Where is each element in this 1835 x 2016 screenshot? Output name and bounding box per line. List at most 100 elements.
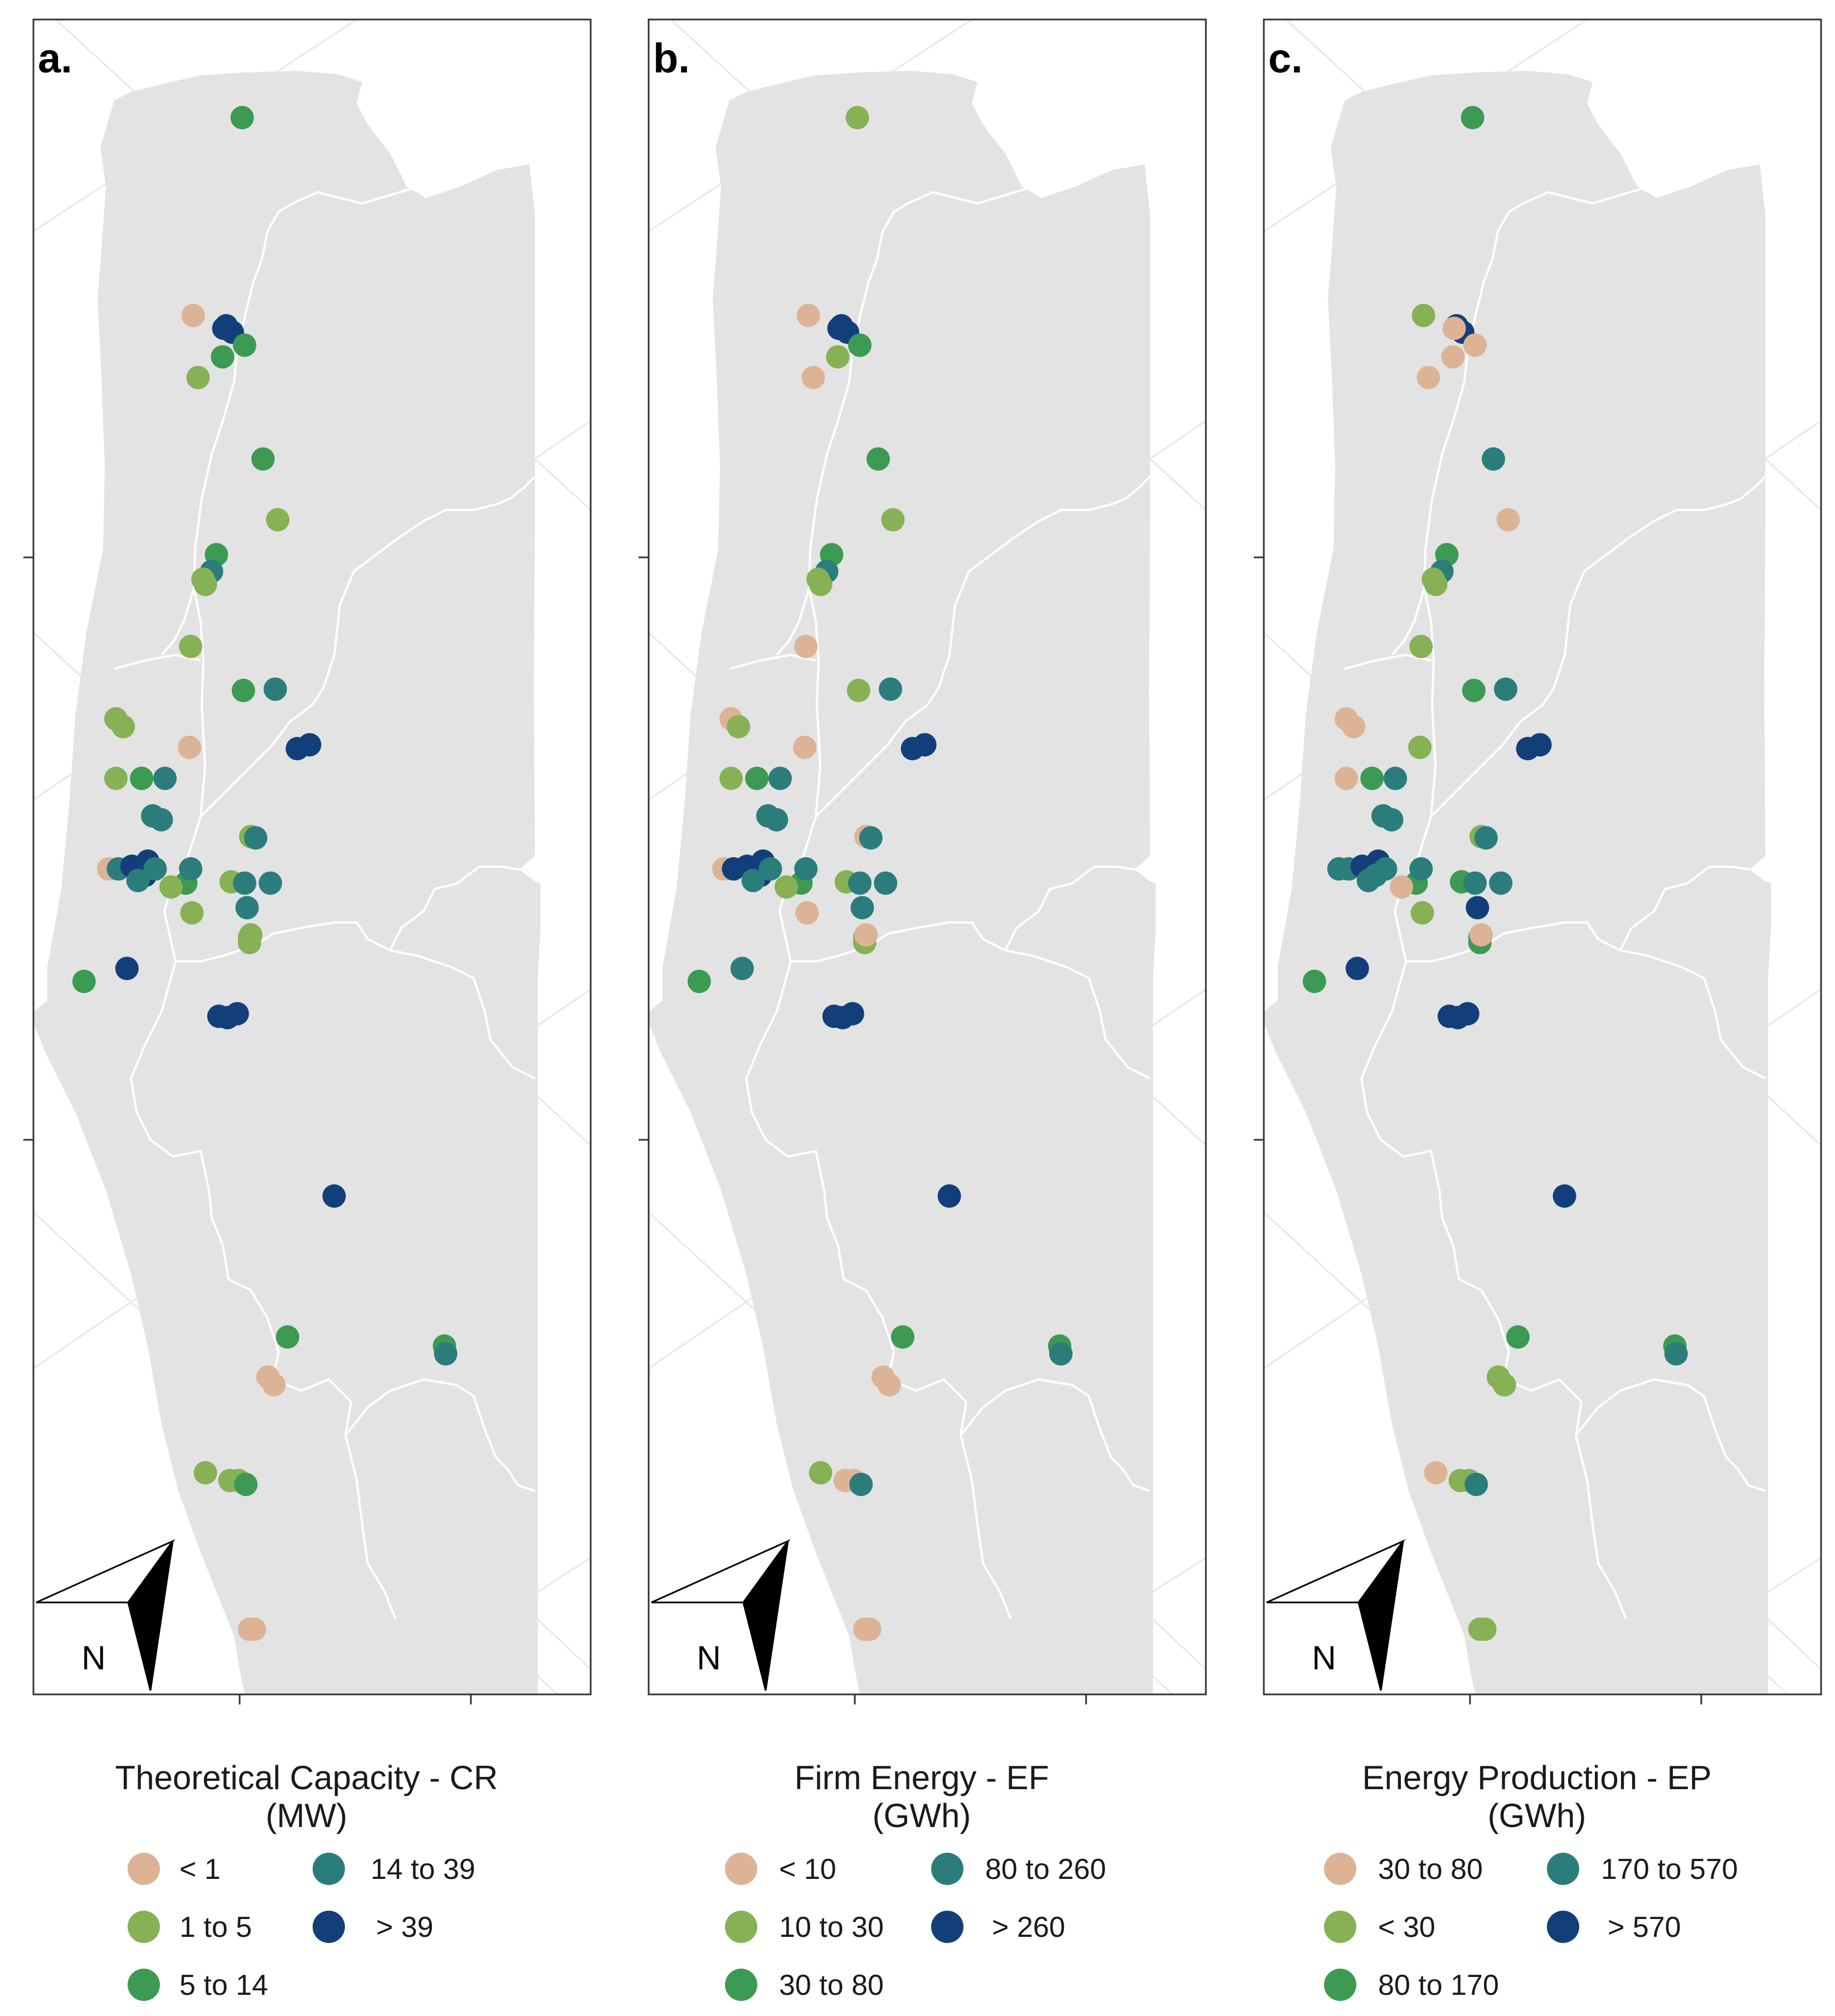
site-point (1473, 1617, 1497, 1641)
site-point (239, 923, 262, 947)
basin-boundary (1619, 866, 1750, 951)
site-point (877, 1373, 901, 1397)
site-point (180, 901, 204, 925)
legend-swatch-5 (931, 1911, 963, 1943)
site-point (849, 1473, 873, 1497)
site-point (322, 1184, 346, 1208)
site-point (153, 766, 177, 790)
legend-label-2: 1 to 5 (179, 1911, 252, 1944)
site-point (186, 366, 210, 390)
panel-frame (1263, 18, 1822, 1696)
data-points (72, 106, 457, 1641)
legend-label-2: < 30 (1378, 1911, 1435, 1944)
north-label: N (81, 1639, 105, 1677)
legend-label-3: 80 to 170 (1378, 1969, 1499, 2002)
panel-label: a. (38, 35, 72, 81)
land-area (649, 71, 1156, 1694)
site-point (809, 1461, 833, 1485)
legend-swatch-3 (128, 1969, 160, 2001)
site-point (1506, 1325, 1530, 1349)
legend-label-3: 30 to 80 (779, 1969, 884, 2002)
site-point (212, 317, 236, 341)
site-point (1474, 826, 1498, 850)
site-point (1463, 871, 1487, 895)
site-point (181, 303, 205, 327)
basin-boundary (907, 186, 1043, 205)
site-point (848, 333, 872, 357)
legend-swatch-3 (1324, 1969, 1356, 2001)
legend-label-1: 30 to 80 (1378, 1853, 1483, 1886)
site-point (801, 366, 825, 390)
basin-boundary (1360, 587, 1627, 1620)
basin-boundary (1575, 1378, 1766, 1492)
site-point (859, 826, 883, 850)
site-point (1482, 447, 1505, 471)
legend-label-1: < 10 (779, 1853, 836, 1886)
north-arrow-icon: N (651, 1539, 791, 1691)
site-point (1335, 766, 1358, 790)
site-point (741, 868, 765, 892)
basin-boundary (344, 1378, 536, 1492)
site-point (244, 826, 267, 850)
site-point (193, 572, 217, 596)
legend-label-2: 10 to 30 (779, 1911, 884, 1944)
map-panel-b: N b. Firm Energy - EF (GWh) < 10 10 to 3… (639, 18, 1207, 2002)
site-point (727, 715, 751, 739)
site-point (276, 1325, 299, 1349)
site-point (1345, 956, 1369, 980)
site-point (1528, 733, 1552, 757)
site-point (72, 969, 96, 993)
site-point (233, 871, 256, 895)
legend-swatch-2 (725, 1911, 757, 1943)
north-label: N (697, 1639, 721, 1677)
legend-swatch-1 (128, 1853, 160, 1885)
site-point (1374, 857, 1398, 881)
site-point (874, 871, 898, 895)
basin-boundary (745, 587, 1012, 1620)
legend-swatch-1 (1324, 1853, 1356, 1885)
site-point (719, 766, 743, 790)
basin-boundary (815, 475, 1151, 818)
site-point (264, 677, 287, 701)
site-point (193, 1461, 217, 1485)
site-point (1380, 808, 1404, 832)
legend-title: Firm Energy - EF (795, 1759, 1049, 1796)
site-point (159, 875, 183, 899)
site-point (858, 1617, 882, 1641)
basin-boundary (389, 866, 520, 951)
legend-title: Theoretical Capacity - CR (115, 1759, 498, 1796)
site-point (768, 766, 792, 790)
site-point (850, 896, 874, 920)
site-point (1360, 766, 1384, 790)
site-point (937, 1184, 961, 1208)
basin-boundary (960, 1378, 1151, 1492)
site-point (111, 715, 135, 739)
site-point (230, 106, 254, 129)
legend-swatch-5 (1547, 1911, 1579, 1943)
site-point (126, 868, 150, 892)
basin-boundaries (729, 186, 1151, 1620)
site-point (259, 871, 283, 895)
basin-boundaries (114, 186, 536, 1620)
legend-label-4: 170 to 570 (1601, 1853, 1738, 1886)
site-point (1390, 875, 1413, 899)
site-point (179, 857, 203, 881)
legend-title: Energy Production - EP (1362, 1759, 1712, 1796)
site-point (266, 508, 290, 532)
basin-boundaries (1344, 186, 1766, 1620)
north-arrow-icon: N (1266, 1539, 1406, 1691)
legend-swatch-4 (1547, 1853, 1579, 1885)
legend-label-5: > 260 (992, 1911, 1065, 1944)
site-point (1384, 766, 1407, 790)
site-point (1552, 1184, 1576, 1208)
site-point (235, 896, 259, 920)
basin-boundary (791, 921, 1151, 1080)
site-point (854, 923, 878, 947)
legend: Theoretical Capacity - CR (MW) < 1 1 to … (115, 1759, 498, 2002)
site-point (1462, 678, 1486, 702)
basin-boundary (1430, 475, 1766, 818)
panel-frame (32, 18, 592, 1696)
legend-label-4: 80 to 260 (985, 1853, 1106, 1886)
site-point (730, 956, 754, 980)
